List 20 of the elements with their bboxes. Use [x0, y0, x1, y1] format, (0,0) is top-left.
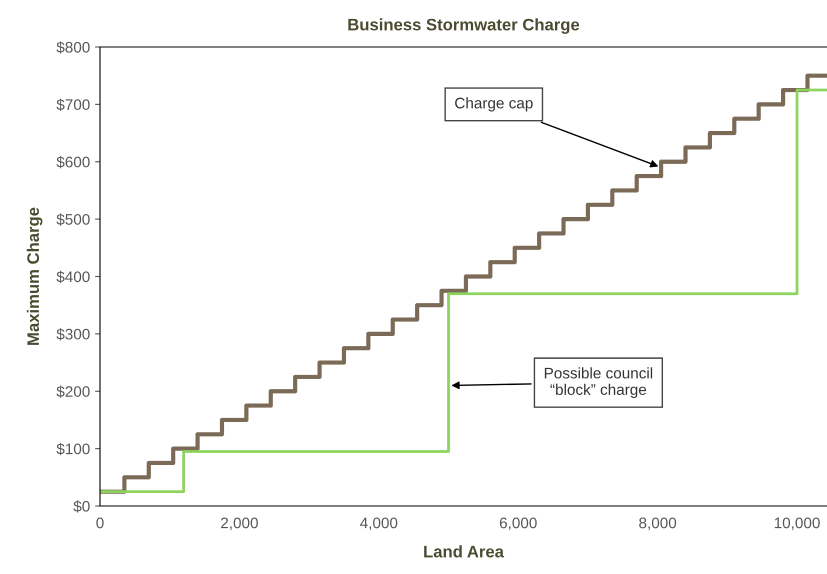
y-axis-title: Maximum Charge	[26, 208, 42, 345]
x-tick-label: 2,000	[221, 518, 258, 530]
y-tick-label: $500	[56, 213, 90, 226]
x-tick-label: 8,000	[639, 518, 676, 530]
y-tick-label: $200	[56, 385, 90, 398]
annotation: Charge cap	[455, 97, 533, 112]
x-tick-label: 0	[96, 518, 104, 528]
y-tick-label: $600	[56, 156, 90, 168]
x-tick-label: 10,000	[774, 518, 820, 530]
x-tick-label: 6,000	[500, 518, 537, 530]
y-tick-label: $400	[56, 270, 90, 284]
y-tick-label: $0	[73, 500, 90, 513]
annotation: Possible council “block” charge	[544, 367, 652, 398]
y-tick-label: $300	[56, 328, 90, 340]
x-axis-title: Land Area	[424, 545, 504, 558]
chart-title: Business Stormwater Charge	[348, 18, 580, 34]
x-tick-label: 4,000	[360, 518, 398, 530]
y-tick-label: $700	[56, 98, 90, 111]
y-tick-label: $100	[56, 442, 90, 456]
y-tick-label: $800	[56, 41, 90, 54]
